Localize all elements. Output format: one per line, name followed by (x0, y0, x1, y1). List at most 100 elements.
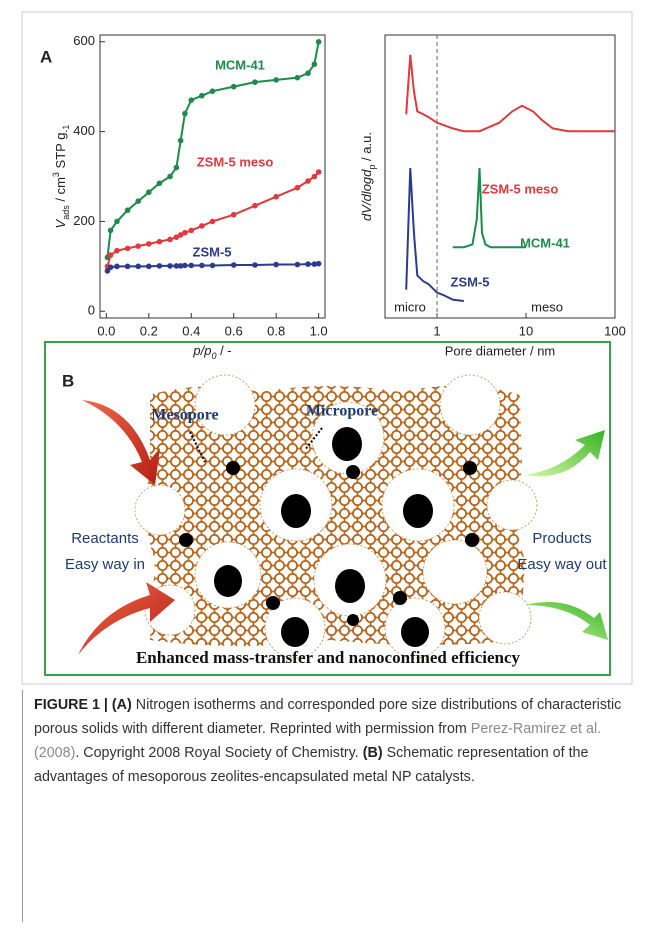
series-line (453, 168, 526, 247)
caption-part: (A) (112, 697, 132, 713)
point (316, 261, 322, 267)
arrow-out (525, 602, 608, 640)
x-axis-label-part: p/p (192, 343, 211, 358)
mesopore-label: Mesopore (151, 407, 218, 424)
point (135, 198, 141, 204)
x-axis-label-part: / - (216, 343, 231, 358)
point (199, 93, 205, 99)
panel-label: A (40, 47, 52, 66)
point (114, 248, 120, 254)
point (146, 189, 152, 195)
plot-frame (385, 35, 615, 318)
panel-b-title: Enhanced mass-transfer and nanoconfined … (136, 648, 521, 667)
point (273, 77, 279, 83)
micropore-label: Micropore (306, 403, 378, 420)
point (157, 239, 163, 245)
caption-bar (22, 690, 23, 922)
x-tick-label: 0.8 (267, 323, 285, 338)
series-label: ZSM-5 (193, 244, 232, 259)
series-label: ZSM-5 meso (197, 154, 274, 169)
point (295, 185, 301, 191)
point (316, 39, 322, 45)
point (252, 262, 258, 268)
point (305, 178, 311, 184)
y-tick-label: 400 (73, 123, 95, 138)
point (125, 246, 131, 252)
point (312, 174, 318, 180)
point (188, 97, 194, 103)
point (199, 263, 205, 269)
point (210, 88, 216, 94)
y-tick-label: 200 (73, 213, 95, 228)
x-tick-label: 0.4 (182, 323, 200, 338)
point (167, 237, 173, 243)
point (108, 228, 114, 234)
point (157, 180, 163, 186)
point (135, 264, 141, 270)
point (146, 264, 152, 270)
point (273, 194, 279, 200)
series-label: MCM-41 (520, 235, 570, 250)
point (108, 264, 114, 270)
point (231, 212, 237, 218)
point (114, 264, 120, 270)
point (316, 169, 322, 175)
products-note: Easy way out (517, 556, 607, 573)
x-tick-label: 0.6 (225, 323, 243, 338)
point (199, 223, 205, 229)
y-axis-label: Vads / cm3 STP g-1 (51, 125, 71, 229)
point (210, 219, 216, 225)
series-line (107, 42, 318, 258)
point (125, 207, 131, 213)
y-tick-label: 0 (88, 303, 95, 318)
point (182, 111, 188, 117)
y-axis-label-part: STP g (53, 133, 68, 173)
point (305, 261, 311, 267)
caption: FIGURE 1 | (A) Nitrogen isotherms and co… (34, 693, 634, 789)
arrow-in (82, 400, 160, 485)
y-axis-label-part: / cm (53, 177, 68, 205)
reactants-label: Reactants (71, 530, 139, 547)
point (188, 228, 194, 234)
y-tick-label: 600 (73, 33, 95, 48)
point (167, 263, 173, 269)
point (273, 262, 279, 268)
y-axis-label: dV/dlogdp / a.u. (359, 132, 377, 221)
region-label: micro (394, 299, 426, 314)
x-tick-label: 10 (519, 323, 533, 338)
series-label: ZSM-5 meso (482, 181, 559, 196)
y-axis-label-part: ads (61, 205, 71, 220)
point (108, 252, 114, 258)
products-label: Products (532, 530, 591, 547)
series-label: MCM-41 (215, 57, 265, 72)
point (312, 61, 318, 67)
point (167, 174, 173, 180)
x-axis-label: p/p0 / - (192, 343, 231, 361)
region-label: meso (531, 299, 563, 314)
reactants-note: Easy way in (65, 556, 145, 573)
x-tick-label: 0.0 (97, 323, 115, 338)
point (305, 70, 311, 76)
y-axis-label-part: dV/dlogd (359, 169, 374, 221)
x-tick-label: 1.0 (310, 323, 328, 338)
point (252, 79, 258, 85)
y-axis-label-part: -1 (61, 125, 71, 133)
point (295, 75, 301, 81)
point (210, 263, 216, 269)
point (182, 230, 188, 236)
point (157, 263, 163, 269)
arrow-out (525, 430, 605, 476)
point (174, 165, 180, 171)
caption-text: . Copyright 2008 Royal Society of Chemis… (75, 745, 358, 761)
point (231, 84, 237, 90)
x-tick-label: 100 (604, 323, 626, 338)
series-label: ZSM-5 (451, 274, 490, 289)
page: A 0.00.20.40.60.81.00200400600Vads / cm3… (0, 0, 654, 930)
panel-label: B (62, 371, 74, 390)
point (135, 243, 141, 249)
point (114, 219, 120, 225)
point (252, 203, 258, 209)
y-axis-label-part: / a.u. (359, 132, 374, 165)
